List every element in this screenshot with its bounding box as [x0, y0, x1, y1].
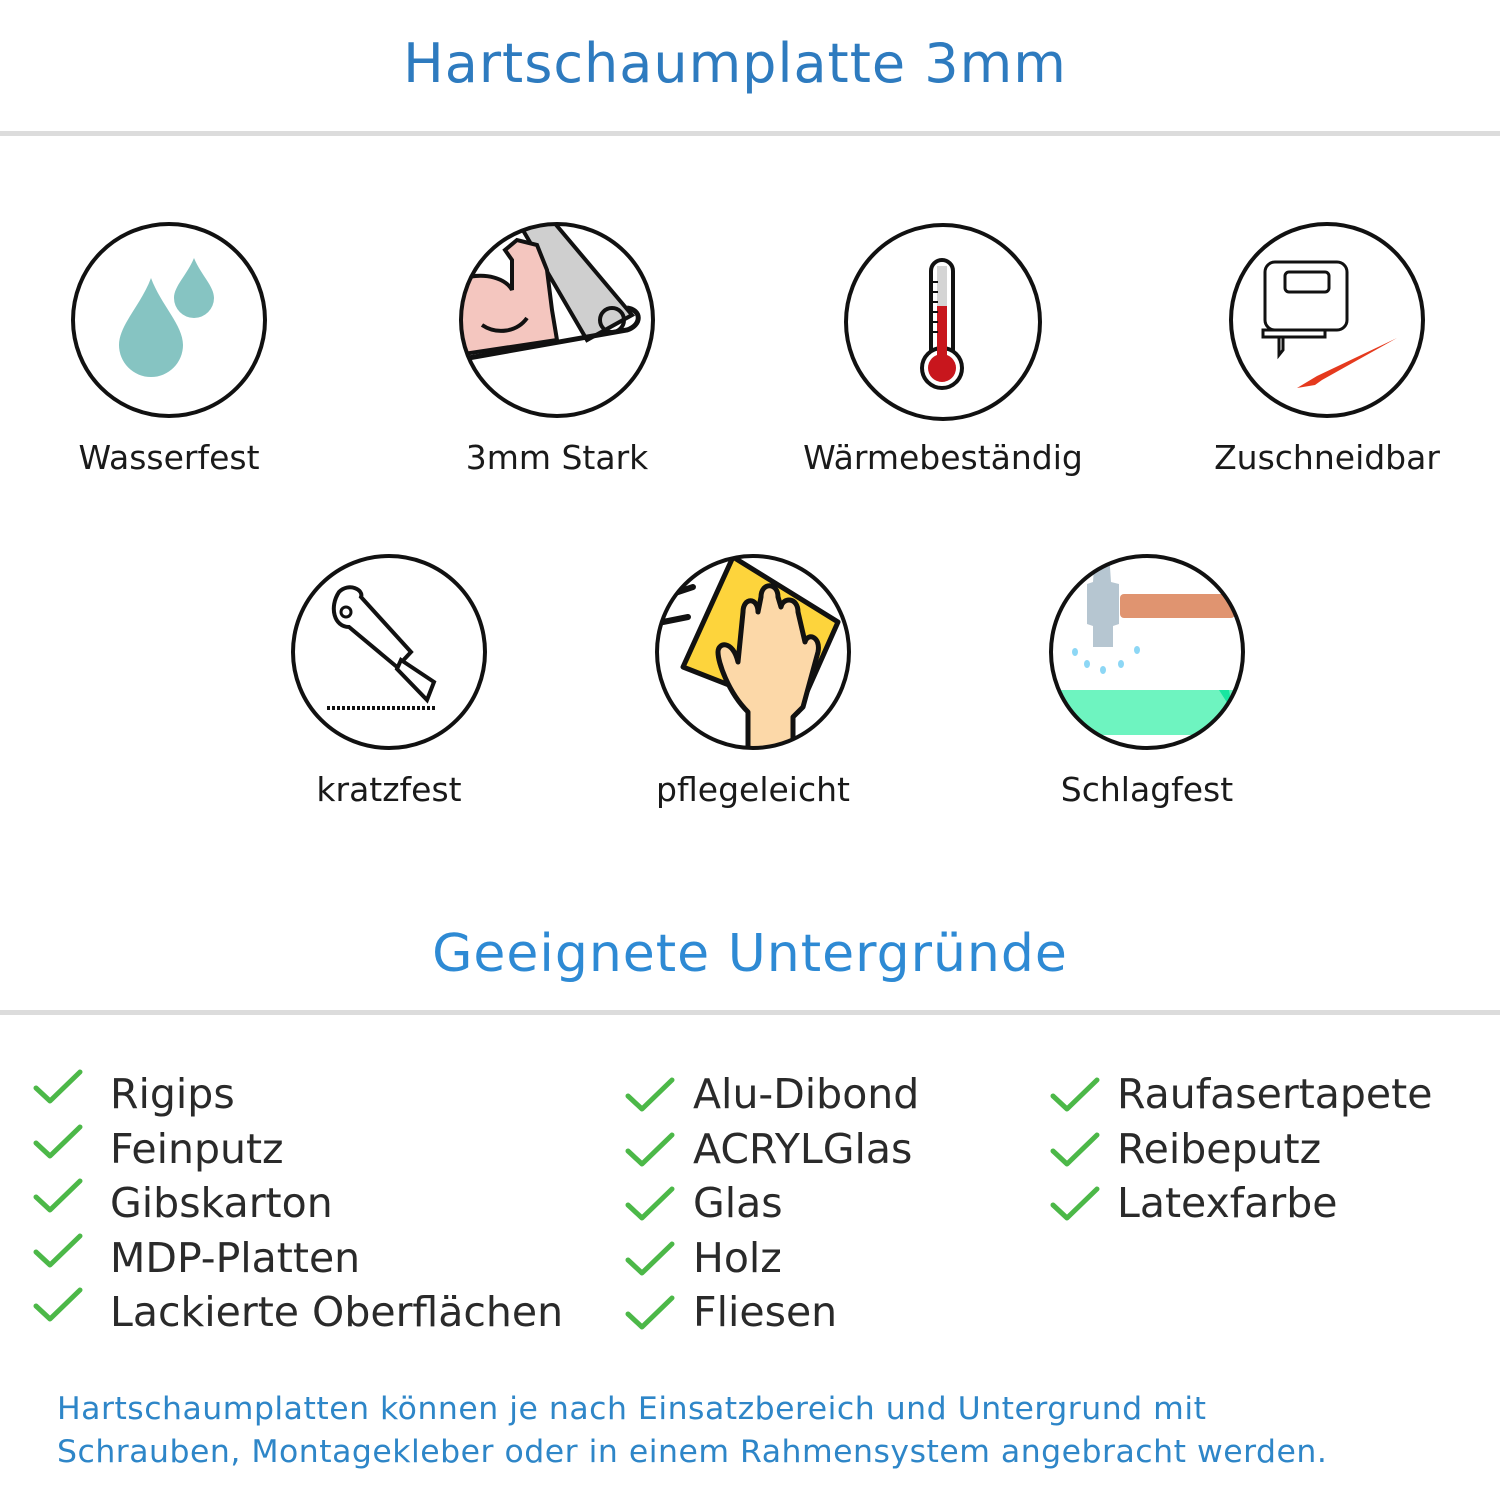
feature-kratzfest: kratzfest	[239, 552, 539, 809]
jigsaw-cutter-icon	[1229, 222, 1425, 418]
surface-item: Fliesen	[625, 1288, 1125, 1342]
feature-3mm-stark: 3mm Stark	[407, 220, 707, 477]
feature-label: Wärmebeständig	[803, 438, 1083, 477]
surface-item: Raufasertapete	[1050, 1070, 1500, 1124]
surface-item: Rigips	[33, 1069, 533, 1124]
surface-label: Lackierte Oberflächen	[110, 1288, 564, 1336]
checkmark-icon	[33, 1287, 83, 1322]
checkmark-icon	[625, 1186, 675, 1221]
checkmark-icon	[625, 1241, 675, 1275]
surface-item: Glas	[625, 1179, 1125, 1233]
checkmark-icon	[33, 1124, 83, 1158]
surface-label: Gibskarton	[110, 1179, 333, 1227]
feature-label: kratzfest	[316, 770, 462, 809]
feature-waermebestaendig: Wärmebeständig	[793, 222, 1093, 477]
checkmark-icon	[625, 1077, 675, 1112]
feature-label: Zuschneidbar	[1214, 438, 1440, 477]
feature-label: Schlagfest	[1060, 770, 1234, 809]
surface-label: Reibeputz	[1117, 1124, 1322, 1173]
surface-item: Reibeputz	[1050, 1125, 1500, 1179]
surface-item: Latexfarbe	[1050, 1179, 1500, 1233]
feature-wasserfest: Wasserfest	[19, 220, 319, 477]
section-title: Geeignete Untergründe	[432, 924, 1068, 984]
surface-item: Feinputz	[33, 1124, 533, 1179]
checkmark-icon	[625, 1132, 675, 1166]
footer-note: Hartschaumplatten können je nach Einsatz…	[57, 1388, 1487, 1474]
checkmark-icon	[33, 1233, 83, 1267]
divider	[0, 131, 1500, 136]
page-title: Hartschaumplatte 3mm	[403, 32, 1067, 95]
thermometer-icon	[844, 223, 1042, 421]
surface-item: Lackierte Oberflächen	[33, 1287, 563, 1342]
strong-arm-icon	[459, 222, 655, 418]
feature-zuschneidbar: Zuschneidbar	[1177, 220, 1477, 477]
surface-item: MDP-Platten	[33, 1233, 533, 1288]
divider	[0, 1010, 1500, 1015]
hand-wiping-icon	[655, 554, 851, 750]
surface-item: Alu-Dibond	[625, 1070, 1125, 1124]
surface-label: Rigips	[110, 1070, 235, 1118]
surface-item: Holz	[625, 1234, 1125, 1288]
hammer-icon	[1049, 554, 1245, 750]
surface-label: ACRYLGlas	[693, 1124, 913, 1173]
surface-label: MDP-Platten	[110, 1233, 361, 1282]
surface-item: Gibskarton	[33, 1178, 533, 1233]
checkmark-icon	[33, 1178, 83, 1213]
checkmark-icon	[1050, 1186, 1100, 1221]
surface-label: Holz	[693, 1233, 782, 1282]
feature-label: 3mm Stark	[465, 438, 649, 477]
feature-label: pflegeleicht	[656, 770, 850, 809]
surface-label: Alu-Dibond	[693, 1070, 920, 1118]
checkmark-icon	[625, 1295, 675, 1330]
footer-line-1: Hartschaumplatten können je nach Einsatz…	[57, 1391, 1207, 1427]
surface-label: Glas	[693, 1179, 783, 1227]
surface-label: Latexfarbe	[1117, 1179, 1338, 1227]
feature-pflegeleicht: pflegeleicht	[603, 552, 903, 809]
checkmark-icon	[1050, 1132, 1100, 1166]
water-drops-icon	[71, 222, 267, 418]
cutter-knife-icon	[291, 554, 487, 750]
footer-line-2: Schrauben, Montagekleber oder in einem R…	[57, 1434, 1328, 1470]
feature-label: Wasserfest	[78, 438, 260, 477]
surface-label: Fliesen	[693, 1288, 838, 1336]
surface-label: Raufasertapete	[1117, 1070, 1433, 1118]
checkmark-icon	[1050, 1077, 1100, 1112]
feature-schlagfest: Schlagfest	[997, 552, 1297, 809]
surface-item: ACRYLGlas	[625, 1125, 1125, 1179]
checkmark-icon	[33, 1069, 83, 1104]
surface-label: Feinputz	[110, 1124, 284, 1173]
